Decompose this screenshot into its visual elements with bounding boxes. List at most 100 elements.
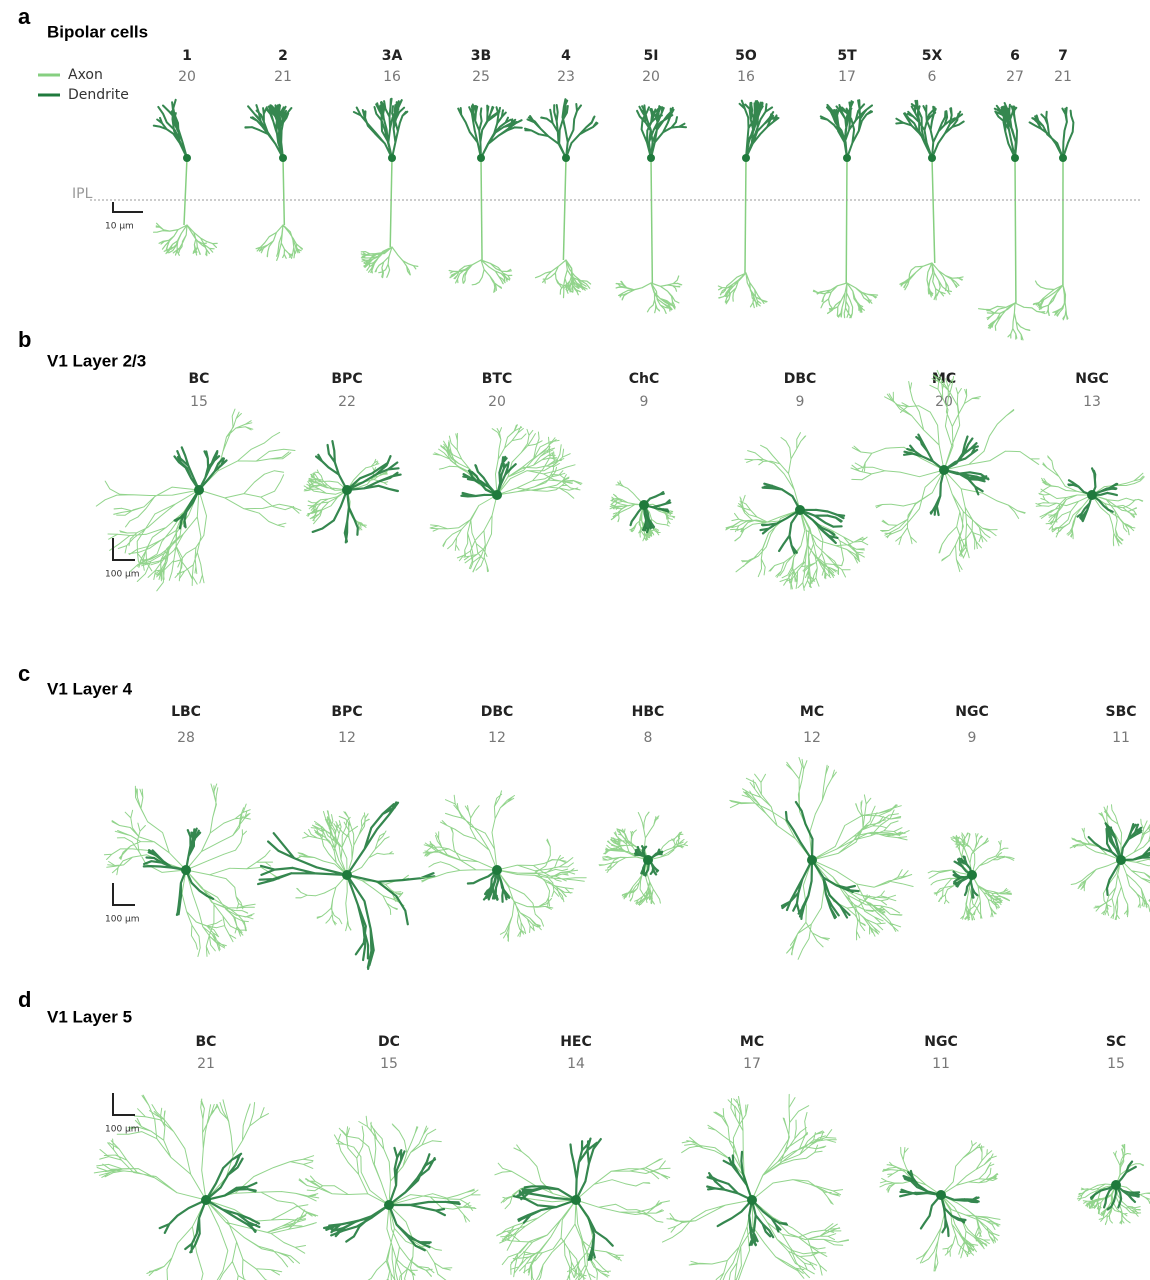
axon bbox=[429, 424, 583, 573]
panel-letter: d bbox=[18, 987, 31, 1012]
soma bbox=[1011, 154, 1019, 162]
cell-type: BC bbox=[189, 371, 210, 387]
cell-count: 9 bbox=[640, 394, 649, 410]
cell-count: 20 bbox=[642, 69, 660, 85]
dendrite bbox=[1087, 822, 1150, 896]
axon bbox=[389, 157, 393, 248]
dendrite bbox=[759, 482, 846, 555]
cell-count: 20 bbox=[178, 69, 196, 85]
soma bbox=[639, 500, 649, 510]
soma bbox=[939, 465, 949, 475]
cell-type: 2 bbox=[278, 48, 288, 64]
cell-count: 20 bbox=[488, 394, 506, 410]
soma bbox=[477, 154, 485, 162]
soma bbox=[742, 154, 750, 162]
scale-label: 100 μm bbox=[105, 570, 140, 580]
scale-bar bbox=[112, 883, 135, 906]
soma bbox=[194, 485, 204, 495]
scale-label: 10 μm bbox=[105, 222, 134, 232]
cell-type: BTC bbox=[482, 371, 513, 387]
axon bbox=[729, 757, 914, 960]
axon bbox=[931, 157, 936, 264]
axon bbox=[927, 832, 1015, 921]
dendrite bbox=[142, 827, 215, 916]
axon bbox=[879, 1140, 1001, 1272]
soma bbox=[388, 154, 396, 162]
dendrite bbox=[780, 800, 860, 920]
cell-type: LBC bbox=[171, 704, 201, 720]
cell-type: NGC bbox=[955, 704, 988, 720]
axon-arbor bbox=[812, 282, 879, 319]
soma bbox=[183, 154, 191, 162]
axon-arbor bbox=[153, 222, 218, 257]
scale-bar bbox=[112, 1093, 135, 1116]
axon-arbor bbox=[899, 262, 964, 301]
cell-type: BPC bbox=[331, 704, 362, 720]
axon-arbor bbox=[978, 302, 1046, 341]
dendrite bbox=[257, 801, 436, 970]
cell-count: 17 bbox=[838, 69, 856, 85]
dendrite bbox=[993, 102, 1018, 159]
soma bbox=[936, 1190, 946, 1200]
soma bbox=[747, 1195, 757, 1205]
axon bbox=[95, 408, 302, 592]
cell-type: MC bbox=[800, 704, 824, 720]
axon bbox=[303, 458, 389, 531]
cell-count: 12 bbox=[338, 730, 356, 746]
legend-label: Axon bbox=[68, 67, 103, 83]
axon bbox=[183, 157, 188, 226]
cell-type: 5I bbox=[644, 48, 659, 64]
cell-count: 11 bbox=[1112, 730, 1130, 746]
axon bbox=[103, 783, 280, 957]
dendrite bbox=[903, 433, 990, 517]
cell-count: 12 bbox=[803, 730, 821, 746]
cell-count: 21 bbox=[274, 69, 292, 85]
axon bbox=[93, 1094, 320, 1280]
cell-type: HEC bbox=[560, 1034, 592, 1050]
legend-label: Dendrite bbox=[68, 87, 129, 103]
soma bbox=[279, 154, 287, 162]
cell-count: 14 bbox=[567, 1056, 585, 1072]
cell-type: MC bbox=[740, 1034, 764, 1050]
soma bbox=[342, 870, 352, 880]
soma bbox=[1116, 855, 1126, 865]
cell-type: 6 bbox=[1010, 48, 1020, 64]
soma bbox=[967, 870, 977, 880]
soma bbox=[562, 154, 570, 162]
axon bbox=[744, 157, 747, 274]
cell-count: 15 bbox=[380, 1056, 398, 1072]
soma bbox=[928, 154, 936, 162]
cell-type: 5X bbox=[922, 48, 943, 64]
cell-type: HBC bbox=[632, 704, 665, 720]
cell-count: 8 bbox=[644, 730, 653, 746]
panel-title: V1 Layer 4 bbox=[47, 679, 133, 698]
panel-title: V1 Layer 2/3 bbox=[47, 351, 146, 370]
dendrite bbox=[460, 455, 517, 498]
cell-count: 12 bbox=[488, 730, 506, 746]
cell-type: NGC bbox=[1075, 371, 1108, 387]
dendrite bbox=[899, 1169, 980, 1238]
dendrite bbox=[158, 1152, 261, 1254]
cell-count: 11 bbox=[932, 1056, 950, 1072]
soma bbox=[384, 1200, 394, 1210]
ipl-label: IPL bbox=[72, 186, 93, 202]
cell-count: 25 bbox=[472, 69, 490, 85]
panel-title: V1 Layer 5 bbox=[47, 1007, 132, 1026]
axon bbox=[562, 157, 567, 261]
axon bbox=[725, 432, 869, 591]
cell-count: 16 bbox=[383, 69, 401, 85]
dendrite bbox=[895, 99, 965, 159]
axon bbox=[845, 157, 848, 284]
scale-bar bbox=[112, 538, 135, 561]
cell-type: ChC bbox=[629, 371, 660, 387]
cell-count: 13 bbox=[1083, 394, 1101, 410]
axon bbox=[298, 1115, 481, 1280]
scale-label: 100 μm bbox=[105, 915, 140, 925]
dendrite bbox=[323, 1146, 461, 1252]
soma bbox=[492, 490, 502, 500]
cell-count: 28 bbox=[177, 730, 195, 746]
cell-count: 6 bbox=[928, 69, 937, 85]
soma bbox=[1059, 154, 1067, 162]
cell-type: BC bbox=[196, 1034, 217, 1050]
